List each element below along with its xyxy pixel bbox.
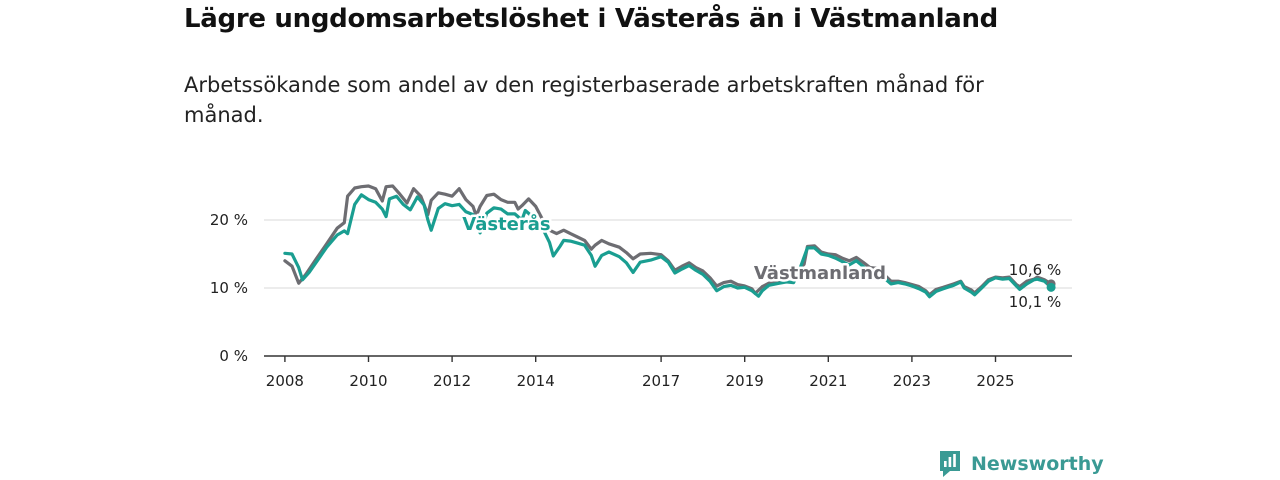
brand-logo[interactable]: Newsworthy	[938, 448, 1104, 480]
x-tick-label: 2008	[266, 372, 304, 390]
x-tick-label: 2017	[642, 372, 680, 390]
x-tick-label: 2012	[433, 372, 471, 390]
series-label-vastmanland: Västmanland	[754, 263, 886, 284]
chart-subtitle: Arbetssökande som andel av den registerb…	[184, 73, 984, 127]
series-lines	[283, 184, 1053, 299]
series-labels: Västmanland Västerås 10,6 % 10,1 %	[460, 211, 1061, 311]
line-chart: 0 % 10 % 20 % 2008 2010 2012 2014 2017 2019 2021…	[210, 184, 1072, 390]
brand-name: Newsworthy	[971, 453, 1104, 475]
x-tick-label: 2019	[726, 372, 764, 390]
series-label-vasteras: Västerås	[462, 213, 550, 235]
y-tick-label: 0 %	[219, 347, 248, 365]
x-tick-label: 2010	[349, 372, 387, 390]
grid-lines	[264, 219, 1072, 289]
series-line-vasteras	[283, 193, 1053, 299]
x-tick-label: 2025	[976, 372, 1014, 390]
x-axis: 2008 2010 2012 2014 2017 2019 2021 2023 2025	[264, 355, 1072, 390]
chart-title: Lägre ungdomsarbetslöshet i Västerås än …	[184, 4, 998, 34]
newsworthy-logo-icon	[940, 451, 960, 477]
y-axis-ticks: 0 % 10 % 20 %	[210, 211, 248, 365]
y-tick-label: 10 %	[210, 279, 248, 297]
end-point-vasteras	[1046, 282, 1056, 292]
y-tick-label: 20 %	[210, 211, 248, 229]
x-tick-label: 2021	[809, 372, 847, 390]
end-label-vasteras: 10,1 %	[1009, 293, 1061, 311]
end-label-vastmanland: 10,6 %	[1009, 261, 1061, 279]
x-tick-label: 2014	[517, 372, 555, 390]
x-tick-label: 2023	[893, 372, 931, 390]
